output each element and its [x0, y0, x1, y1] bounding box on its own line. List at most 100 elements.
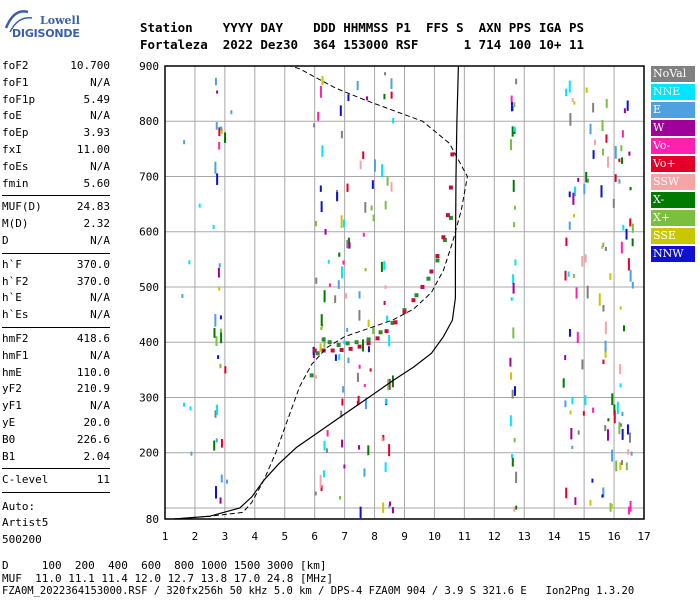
trace-o-point: [429, 269, 434, 274]
echo-mark: [341, 439, 344, 448]
x-tick-label: 4: [252, 530, 259, 543]
echo-mark: [319, 343, 322, 352]
echo-mark: [338, 354, 341, 361]
trace-x-point: [327, 340, 332, 345]
trace-o-point: [402, 309, 407, 314]
param-key: h`F: [2, 257, 22, 271]
y-tick-label: 200: [139, 447, 159, 460]
echo-mark: [574, 497, 577, 505]
echo-mark: [343, 464, 346, 469]
param-key: MUF(D): [2, 200, 42, 214]
trace-o-point: [450, 152, 455, 157]
echo-mark: [583, 183, 586, 195]
echo-mark: [513, 102, 516, 108]
echo-mark: [568, 221, 571, 230]
param-key: foF1p: [2, 92, 36, 106]
echo-mark: [630, 451, 633, 456]
echo-mark: [219, 363, 222, 369]
echo-mark: [345, 293, 348, 299]
echo-mark: [602, 242, 605, 248]
echo-mark: [340, 130, 343, 139]
echo-mark: [317, 111, 320, 121]
trace-o-point: [375, 336, 380, 341]
echo-mark: [601, 245, 604, 250]
logo-antenna-icon: [4, 10, 33, 33]
logo-text-digisonde: DIGISONDE: [12, 27, 80, 40]
echo-mark: [618, 158, 621, 163]
echo-mark: [220, 474, 223, 483]
echo-mark: [213, 440, 216, 451]
param-value: 5.60: [83, 176, 111, 190]
echo-mark: [571, 445, 574, 450]
echo-mark: [513, 386, 516, 396]
echo-mark: [628, 151, 631, 156]
echo-mark: [607, 418, 610, 422]
param-value: 2.04: [83, 449, 111, 463]
echo-mark: [384, 462, 387, 473]
echo-mark: [340, 266, 343, 279]
trace-x-point: [426, 276, 431, 281]
echo-mark: [358, 291, 361, 299]
x-tick-label: 8: [371, 530, 378, 543]
echo-mark: [592, 407, 595, 413]
echo-mark: [618, 179, 621, 184]
echo-mark: [366, 96, 369, 101]
param-value: 5.49: [83, 92, 111, 106]
x-tick-label: 1: [162, 530, 169, 543]
echo-mark: [625, 462, 628, 471]
echo-mark: [512, 179, 515, 192]
x-tick-label: 6: [311, 530, 318, 543]
x-tick-label: 12: [488, 530, 501, 543]
echo-mark: [226, 479, 229, 484]
trace-o-point: [348, 346, 353, 351]
echo-mark: [621, 411, 624, 416]
footer-d-line: D 100 200 400 600 800 1000 1500 3000 [km…: [2, 559, 327, 572]
echo-mark: [581, 255, 584, 267]
echo-mark: [369, 368, 372, 372]
param-key: fmin: [2, 176, 29, 190]
echo-mark: [363, 468, 366, 477]
echo-mark: [314, 491, 317, 496]
footer-file-line: FZA0M_2022364153000.RSF / 320fx256h 50 k…: [2, 585, 635, 597]
trace-o-point: [393, 320, 398, 325]
param-row-mufd: MUF(D) 24.83: [2, 199, 110, 216]
param-row-foes: foEs N/A: [2, 159, 110, 176]
echo-mark: [183, 140, 186, 145]
echo-mark: [509, 357, 512, 367]
param-key: hmE: [2, 365, 22, 379]
echo-mark: [622, 224, 625, 231]
echo-mark: [572, 273, 575, 278]
echo-mark: [319, 85, 322, 98]
echo-mark: [388, 334, 391, 347]
echo-mark: [574, 186, 577, 197]
echo-mark: [343, 340, 346, 345]
echo-mark: [339, 105, 342, 116]
param-key: C-level: [2, 473, 49, 487]
echo-mark: [577, 430, 580, 435]
echo-mark: [356, 80, 359, 91]
legend-vo-: Vo+: [651, 156, 695, 172]
echo-mark: [629, 269, 632, 282]
echo-mark: [619, 306, 622, 310]
echo-mark: [388, 378, 391, 390]
echo-mark: [576, 331, 579, 344]
param-value: N/A: [90, 233, 110, 247]
param-value: N/A: [90, 308, 110, 322]
echo-mark: [383, 93, 386, 100]
echo-mark: [386, 176, 389, 186]
echo-mark: [592, 150, 595, 159]
echo-mark: [189, 406, 192, 411]
echo-mark: [620, 241, 623, 254]
trace-x-point: [345, 341, 350, 346]
param-value: N/A: [90, 109, 110, 123]
echo-mark: [326, 430, 329, 437]
echo-mark: [620, 460, 623, 465]
param-row-ye: yE 20.0: [2, 415, 110, 432]
echo-mark: [510, 101, 513, 112]
echo-mark: [230, 110, 233, 115]
echo-mark: [214, 77, 217, 86]
echo-mark: [325, 448, 328, 453]
echo-mark: [605, 98, 608, 108]
param-row-b0: B0 226.6: [2, 432, 110, 449]
